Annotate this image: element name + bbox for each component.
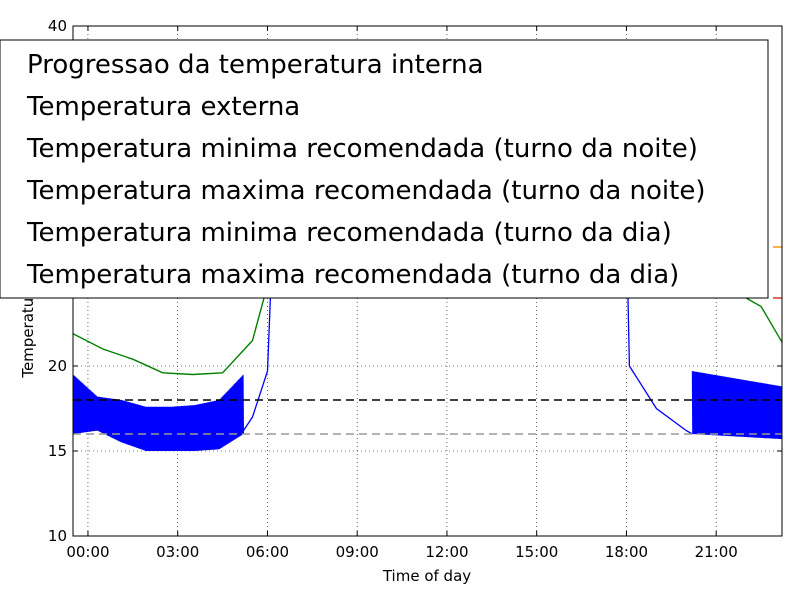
legend-item-min-dia: Temperatura minima recomendada (turno da… bbox=[26, 218, 672, 248]
y-tick-label: 10 bbox=[48, 527, 67, 545]
y-tick-label: 20 bbox=[48, 357, 67, 375]
y-axis-label: Temperatura bbox=[19, 282, 37, 378]
legend-item-externa: Temperatura externa bbox=[26, 92, 300, 122]
axis-ticks: 00:00 03:00 06:00 09:00 12:00 15:00 18:00 21:00… bbox=[48, 17, 782, 561]
x-tick-label: 12:00 bbox=[425, 543, 468, 561]
series-0-oscillation-band-0 bbox=[73, 374, 244, 452]
x-tick-label: 15:00 bbox=[515, 543, 558, 561]
legend-item-max-noite: Temperatura maxima recomendada (turno da… bbox=[26, 176, 705, 206]
legend-item-min-noite: Temperatura minima recomendada (turno da… bbox=[26, 134, 698, 164]
x-tick-label: 21:00 bbox=[695, 543, 738, 561]
x-axis-label: Time of day bbox=[382, 567, 471, 585]
y-tick-label: 15 bbox=[48, 442, 67, 460]
series-0-oscillation-band-2 bbox=[691, 371, 782, 440]
x-tick-label: 03:00 bbox=[156, 543, 199, 561]
legend-box bbox=[0, 39, 769, 299]
y-tick-label: 40 bbox=[48, 17, 67, 35]
x-tick-label: 18:00 bbox=[605, 543, 648, 561]
x-tick-label: 09:00 bbox=[336, 543, 379, 561]
x-tick-label: 06:00 bbox=[246, 543, 289, 561]
legend-item-max-dia: Temperatura maxima recomendada (turno da… bbox=[26, 260, 679, 290]
legend-item-interna: Progressao da temperatura interna bbox=[27, 50, 484, 80]
x-tick-label: 00:00 bbox=[66, 543, 109, 561]
legend: Progressao da temperatura interna Temper… bbox=[0, 39, 769, 299]
